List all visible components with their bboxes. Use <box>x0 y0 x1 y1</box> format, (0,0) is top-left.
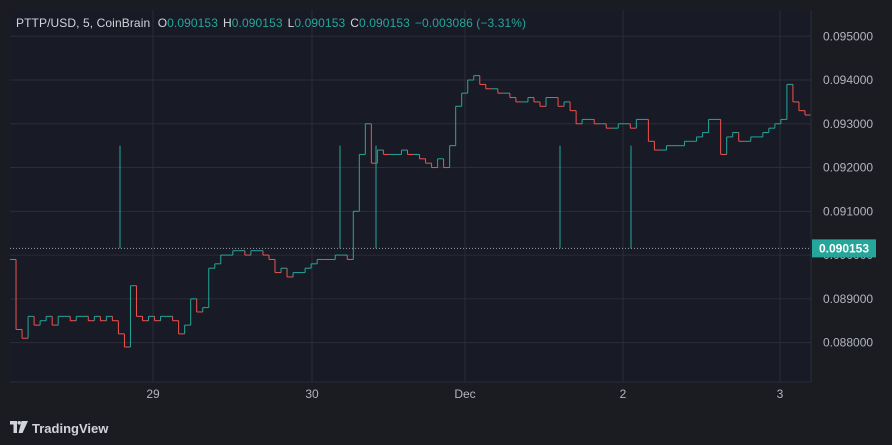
tradingview-brand[interactable]: TradingView <box>10 419 108 437</box>
price-chart[interactable] <box>10 10 811 382</box>
low-value: 0.090153 <box>294 16 346 30</box>
low-label: L <box>287 16 295 30</box>
tradingview-logo-icon <box>10 420 28 436</box>
high-label: H <box>222 16 232 30</box>
open-label: O <box>157 16 168 30</box>
high-value: 0.090153 <box>231 16 283 30</box>
close-value: 0.090153 <box>359 16 410 30</box>
change-value: −0.003086 (−3.31%) <box>414 16 527 30</box>
close-label: C <box>350 16 360 30</box>
chart-plot-area[interactable] <box>10 10 811 382</box>
chart-legend: PTTP/USD, 5, CoinBrain O0.090153 H0.09015… <box>16 16 526 30</box>
brand-name: TradingView <box>32 420 109 436</box>
symbol-label: PTTP/USD, 5, CoinBrain <box>16 16 151 30</box>
open-value: 0.090153 <box>167 16 218 30</box>
